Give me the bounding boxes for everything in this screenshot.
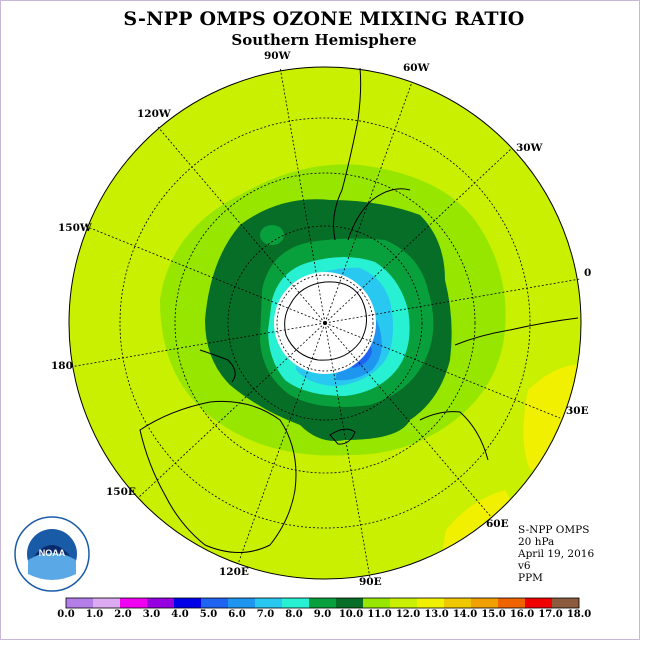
colorbar-tick-label: 0.0 <box>57 609 75 620</box>
info-pressure: 20 hPa <box>518 536 555 548</box>
lon-label-60e: 60E <box>486 518 509 530</box>
lon-label-30w: 30W <box>516 142 543 154</box>
colorbar-swatch <box>336 598 364 608</box>
meridian-90w <box>279 66 326 324</box>
australia-coast <box>139 400 297 553</box>
colorbar-outline <box>65 597 580 609</box>
south-pole-marker <box>323 321 327 325</box>
meridian-120e <box>237 322 326 565</box>
lon-label-150w: 150W <box>58 222 92 234</box>
colorbar-swatch <box>282 598 310 608</box>
latitude-circle <box>276 274 374 372</box>
colorbar-tick-label: 2.0 <box>114 609 132 620</box>
colorbar-swatch <box>93 598 121 608</box>
colorbar-tick-label: 16.0 <box>509 609 535 620</box>
colorbar-tick-label: 9.0 <box>313 609 332 620</box>
colorbar-tick-label: 11.0 <box>367 609 392 620</box>
colorbar-tick-label: 18.0 <box>566 609 592 620</box>
colorbar-swatch <box>120 598 148 608</box>
colorbar-tick-label: 7.0 <box>256 609 275 620</box>
africa-coast <box>454 317 579 346</box>
colorbar-swatch <box>255 598 283 608</box>
colorbar-swatch <box>390 598 418 608</box>
lon-label-150e: 150E <box>106 486 136 498</box>
ozone-region-8-9 <box>260 225 284 245</box>
graticule <box>69 66 581 579</box>
colorbar-swatch <box>174 598 202 608</box>
colorbar <box>65 597 580 609</box>
new-zealand-coast <box>199 349 236 383</box>
latitude-circle <box>227 225 423 421</box>
noaa-logo-text: NOAA <box>39 548 66 558</box>
colorbar-swatch <box>552 598 580 608</box>
plot-title: S-NPP OMPS OZONE MIXING RATIO <box>123 8 525 30</box>
colorbar-tick-label: 6.0 <box>228 609 246 620</box>
coastlines <box>139 67 579 553</box>
colorbar-tick-label: 15.0 <box>481 609 506 620</box>
colorbar-tick-label: 10.0 <box>338 609 364 620</box>
colorbar-tick-label: 17.0 <box>538 609 563 620</box>
colorbar-swatch <box>417 598 445 608</box>
plot-subtitle: Southern Hemisphere <box>231 31 417 49</box>
plot-frame <box>0 0 640 640</box>
colorbar-swatch <box>147 598 175 608</box>
kerguelen-coast <box>329 428 356 445</box>
lon-label-90e: 90E <box>359 576 382 588</box>
meridian-90e <box>324 322 371 579</box>
colorbar-swatch <box>471 598 499 608</box>
info-date: April 19, 2016 <box>518 548 595 560</box>
map-boundary <box>68 66 582 580</box>
meridian-180 <box>69 322 326 368</box>
lon-label-120e: 120E <box>219 566 249 578</box>
colorbar-tick-label: 14.0 <box>452 609 478 620</box>
antarctic-peninsula-coast <box>347 188 411 241</box>
colorbar-swatch <box>66 598 94 608</box>
colorbar-swatch <box>525 598 553 608</box>
lon-label-120w: 120W <box>137 108 171 120</box>
info-units: PPM <box>518 572 543 584</box>
colorbar-swatch <box>444 598 472 608</box>
lon-label-180: 180 <box>51 360 73 372</box>
colorbar-tick-label: 8.0 <box>285 609 303 620</box>
lon-label-60w: 60W <box>403 62 430 74</box>
colorbar-swatch <box>228 598 256 608</box>
colorbar-tick-label: 13.0 <box>424 609 449 620</box>
colorbar-tick-label: 1.0 <box>85 609 104 620</box>
meridian-150e <box>137 322 326 499</box>
colorbar-swatch <box>309 598 337 608</box>
meridian-60e <box>324 322 493 519</box>
lon-label-90w: 90W <box>264 50 291 62</box>
meridian-30w <box>324 147 513 324</box>
latitude-circle <box>119 117 531 529</box>
colorbar-swatch <box>201 598 229 608</box>
colorbar-tick-label: 12.0 <box>395 609 421 620</box>
lon-label-30e: 30E <box>566 405 589 417</box>
madagascar-coast <box>419 411 489 461</box>
colorbar-tick-label: 4.0 <box>171 609 189 620</box>
colorbar-swatch <box>498 598 526 608</box>
colorbar-tick-label: 3.0 <box>142 609 161 620</box>
colorbar-swatch <box>363 598 391 608</box>
meridian-0 <box>324 278 581 324</box>
latitude-circle <box>174 172 476 474</box>
info-version: v6 <box>518 560 531 572</box>
meridian-120w <box>157 126 326 324</box>
south-america-coast <box>333 67 362 241</box>
colorbar-tick-label: 5.0 <box>199 609 218 620</box>
meridian-60w <box>324 81 413 324</box>
noaa-logo: NOAA <box>14 516 90 592</box>
info-instrument: S-NPP OMPS <box>518 524 590 536</box>
lon-label-0: 0 <box>584 267 592 279</box>
antarctica-coast <box>284 281 367 361</box>
